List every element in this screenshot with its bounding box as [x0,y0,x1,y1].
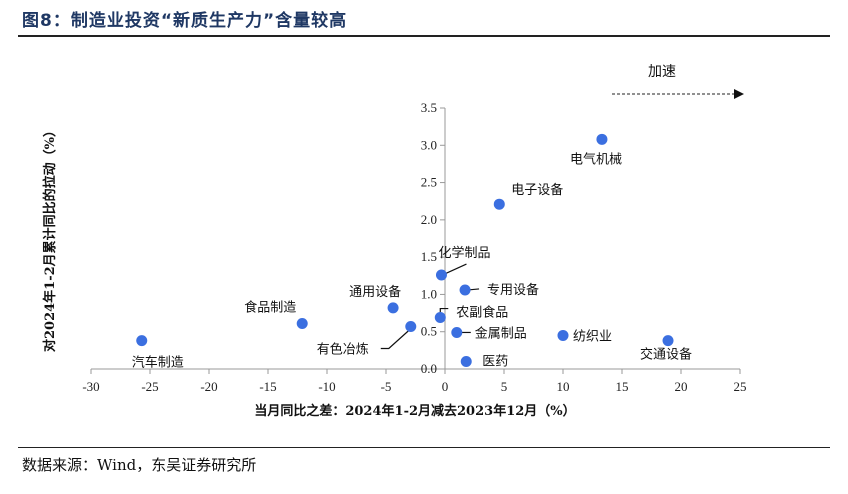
data-point [296,318,308,330]
data-point [493,198,505,210]
x-tick-label: 20 [675,379,688,394]
data-point [557,329,569,341]
data-point [459,284,471,296]
data-label: 专用设备 [487,282,539,298]
x-tick-label: 0 [442,379,449,394]
data-point [435,269,447,281]
data-label: 通用设备 [349,284,401,300]
data-point [405,320,417,332]
figure-title: 图8：制造业投资“新质生产力”含量较高 [22,11,348,31]
data-label: 纺织业 [573,329,612,344]
y-tick-label: 2.5 [421,175,437,190]
data-point [434,312,446,324]
data-label: 有色冶炼 [317,341,369,357]
y-tick-label: 1.0 [421,286,437,301]
x-tick-label: 15 [616,379,629,394]
data-label: 汽车制造 [132,355,184,371]
data-point [596,133,608,145]
x-tick-label: -30 [82,379,99,394]
data-label: 金属制品 [475,325,527,341]
y-tick-label: 0.0 [421,361,437,376]
x-tick-label: 10 [557,379,570,394]
data-point [662,335,674,347]
data-label: 化学制品 [438,245,490,261]
data-point [460,356,472,368]
data-label: 食品制造 [244,300,296,316]
accelerate-annotation: 加速 [648,64,676,80]
data-label: 电子设备 [511,182,563,198]
title-divider [18,35,830,37]
data-point [387,302,399,314]
y-tick-label: 2.0 [421,212,437,227]
source-divider [18,447,830,448]
x-tick-label: -25 [141,379,158,394]
x-tick-label: 5 [501,379,508,394]
data-label: 电气机械 [570,151,622,167]
source-note: 数据来源：Wind，东吴证券研究所 [22,456,257,474]
y-tick-label: 0.5 [421,324,437,339]
x-tick-label: -10 [318,379,335,394]
x-tick-label: -20 [200,379,217,394]
x-tick-label: -15 [259,379,276,394]
leader-line [380,330,410,350]
y-axis-label: 对2024年1-2月累计同比的拉动（%） [42,124,58,352]
leader-line [439,307,449,314]
x-axis-label: 当月同比之差：2024年1-2月减去2023年12月（%） [254,403,575,419]
x-tick-label: 25 [734,379,747,394]
x-tick-label: -5 [381,379,392,394]
axes: -30 -25 -20 -15 -10 -5 0 5 10 15 20 25 0.0 0.5 1.0 1.5 2… [82,100,746,394]
data-point [136,335,148,347]
leader-line [444,263,467,275]
y-tick-label: 3.0 [421,137,437,152]
y-tick-label: 1.5 [421,249,437,264]
data-label: 交通设备 [640,347,692,363]
data-label: 农副食品 [456,305,508,321]
arrow-head-icon [734,89,744,99]
y-tick-label: 3.5 [421,100,437,115]
data-point [451,326,463,338]
data-label: 医药 [482,355,508,370]
